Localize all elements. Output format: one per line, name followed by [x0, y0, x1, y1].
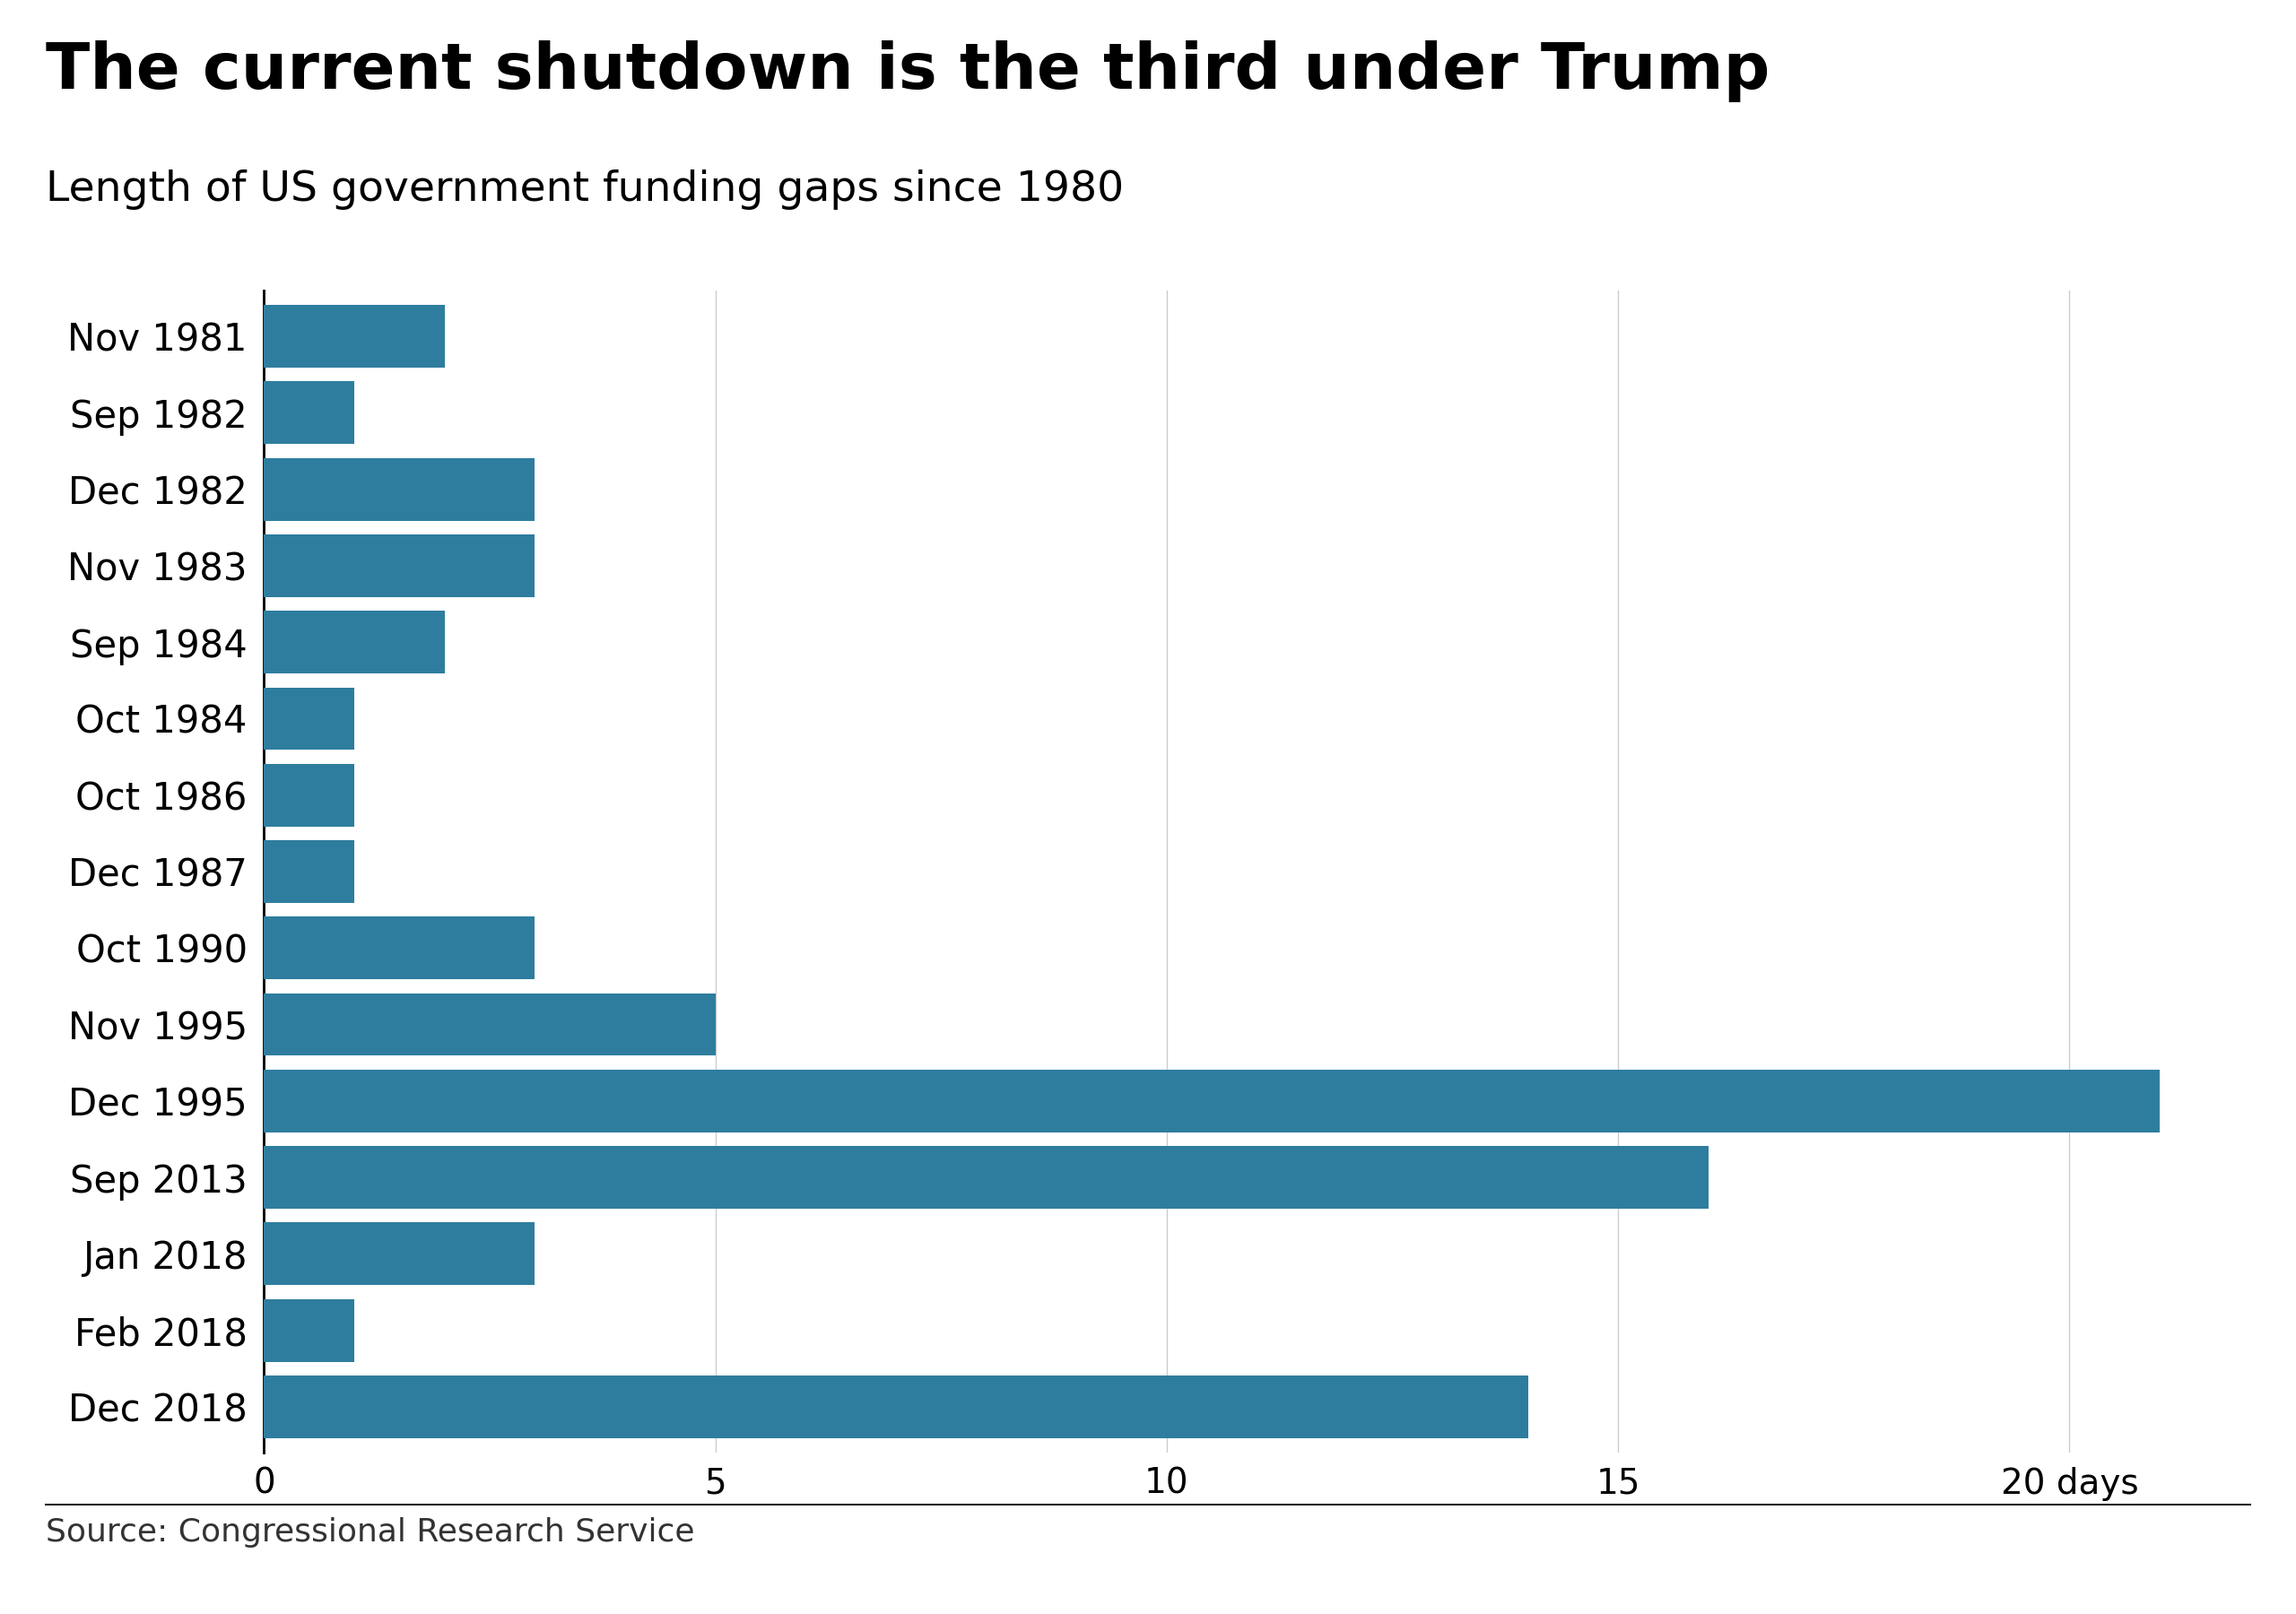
- Bar: [264, 688, 354, 751]
- Bar: [264, 763, 354, 826]
- Bar: [264, 1070, 2161, 1133]
- Text: Source: Congressional Research Service: Source: Congressional Research Service: [46, 1517, 696, 1548]
- Bar: [264, 1299, 354, 1362]
- Bar: [264, 305, 445, 368]
- Text: The current shutdown is the third under Trump: The current shutdown is the third under …: [46, 40, 1770, 102]
- Bar: [264, 1222, 535, 1285]
- Text: C: C: [2170, 1545, 2193, 1574]
- Text: B: B: [1972, 1545, 1995, 1574]
- Text: Length of US government funding gaps since 1980: Length of US government funding gaps sin…: [46, 169, 1125, 210]
- Bar: [264, 841, 354, 902]
- Bar: [264, 993, 716, 1056]
- Text: B: B: [2071, 1545, 2094, 1574]
- Bar: [264, 917, 535, 980]
- Bar: [264, 458, 535, 521]
- Bar: [264, 1146, 1708, 1209]
- Bar: [264, 534, 535, 597]
- Bar: [264, 1375, 1527, 1438]
- Bar: [264, 610, 445, 673]
- Bar: [264, 381, 354, 444]
